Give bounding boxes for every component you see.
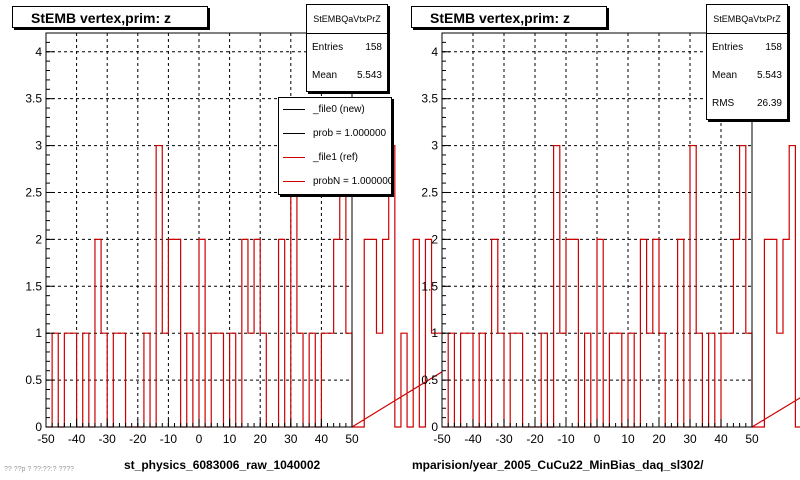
x-tick-label: -30 (495, 432, 513, 446)
stats-entries-row: Entries 158 (707, 34, 787, 62)
y-tick-label: 3 (431, 139, 438, 153)
legend-swatch (283, 181, 305, 182)
chart-title-text: StEMB vertex,prim: z (430, 10, 571, 26)
y-tick-label: 4 (35, 45, 42, 59)
stats-entries-label: Entries (712, 42, 744, 53)
legend-label: _file1 (ref) (313, 152, 359, 163)
y-tick-label: 0.5 (421, 373, 438, 387)
stats-entries-row: Entries 158 (307, 34, 387, 62)
chart-title-right: StEMB vertex,prim: z (411, 6, 607, 28)
stats-mean-label: Mean (712, 70, 738, 81)
legend-label: prob = 1.000000 (313, 128, 387, 139)
stats-mean-label: Mean (312, 70, 338, 81)
y-tick-label: 3 (35, 139, 42, 153)
stats-mean-value: 5.543 (756, 70, 782, 81)
x-tick-label: 20 (254, 432, 268, 446)
legend-item-prob: prob = 1.000000 (279, 122, 391, 146)
stats-rms-label: RMS (712, 98, 735, 109)
stats-mean-row: Mean 5.543 (707, 62, 787, 90)
legend-box: _file0 (new) prob = 1.000000 _file1 (ref… (278, 97, 392, 195)
y-tick-label: 0 (35, 420, 42, 434)
legend-label: probN = 1.000000 (313, 176, 392, 187)
x-tick-label: 10 (621, 432, 635, 446)
x-tick-label: 10 (223, 432, 237, 446)
y-tick-label: 1 (431, 326, 438, 340)
chart-title-text: StEMB vertex,prim: z (31, 10, 172, 26)
stats-box-right: StEMBQaVtxPrZ Entries 158 Mean 5.543 RMS… (706, 4, 788, 120)
x-tick-label: 40 (315, 432, 329, 446)
x-tick-label: -10 (557, 432, 575, 446)
y-tick-label: 1 (35, 326, 42, 340)
x-tick-label: -40 (464, 432, 482, 446)
legend-swatch (283, 133, 305, 134)
y-tick-label: 0.5 (25, 373, 42, 387)
x-tick-label: 40 (714, 432, 728, 446)
footer-label-left: st_physics_6083006_raw_1040002 (124, 458, 321, 472)
x-tick-label: 20 (652, 432, 666, 446)
x-tick-label: -20 (526, 432, 544, 446)
y-tick-label: 3.5 (25, 92, 42, 106)
corner-note: ?? ??p ? ??:??:? ???? (4, 466, 75, 473)
x-tick-label: -10 (160, 432, 178, 446)
legend-item-file1: _file1 (ref) (279, 146, 391, 170)
x-tick-label: 50 (745, 432, 759, 446)
chart-title-left: StEMB vertex,prim: z (12, 6, 208, 28)
footer-label-right: mparision/year_2005_CuCu22_MinBias_daq_s… (412, 458, 704, 472)
stats-rms-value: 26.39 (756, 98, 782, 109)
x-tick-label: 30 (284, 432, 298, 446)
y-tick-label: 2 (431, 232, 438, 246)
y-tick-label: 2.5 (421, 185, 438, 199)
y-tick-label: 4 (431, 45, 438, 59)
x-tick-label: -40 (68, 432, 86, 446)
stats-entries-label: Entries (312, 42, 344, 53)
stats-mean-row: Mean 5.543 (307, 62, 387, 90)
x-tick-label: 50 (345, 432, 359, 446)
stats-rms-row: RMS 26.39 (707, 90, 787, 118)
y-tick-label: 1.5 (421, 279, 438, 293)
legend-label: _file0 (new) (313, 104, 365, 115)
x-tick-label: -50 (433, 432, 451, 446)
y-tick-label: 0 (431, 420, 438, 434)
x-tick-label: 30 (683, 432, 697, 446)
stats-entries-value: 158 (765, 42, 782, 53)
x-tick-label: 0 (594, 432, 601, 446)
stats-name: StEMBQaVtxPrZ (707, 5, 787, 34)
x-tick-label: -50 (37, 432, 55, 446)
x-tick-label: -30 (99, 432, 117, 446)
x-tick-label: 0 (196, 432, 203, 446)
y-tick-label: 3.5 (421, 92, 438, 106)
stats-mean-value: 5.543 (356, 70, 382, 81)
stats-box-left: StEMBQaVtxPrZ Entries 158 Mean 5.543 (306, 4, 388, 92)
stats-entries-value: 158 (365, 42, 382, 53)
stats-name: StEMBQaVtxPrZ (307, 5, 387, 34)
legend-item-probn: probN = 1.000000 (279, 170, 391, 194)
x-tick-label: -20 (129, 432, 147, 446)
y-tick-label: 1.5 (25, 279, 42, 293)
legend-swatch (283, 109, 305, 110)
y-tick-label: 2.5 (25, 185, 42, 199)
y-tick-label: 2 (35, 232, 42, 246)
legend-item-file0: _file0 (new) (279, 98, 391, 122)
legend-swatch (283, 157, 305, 158)
